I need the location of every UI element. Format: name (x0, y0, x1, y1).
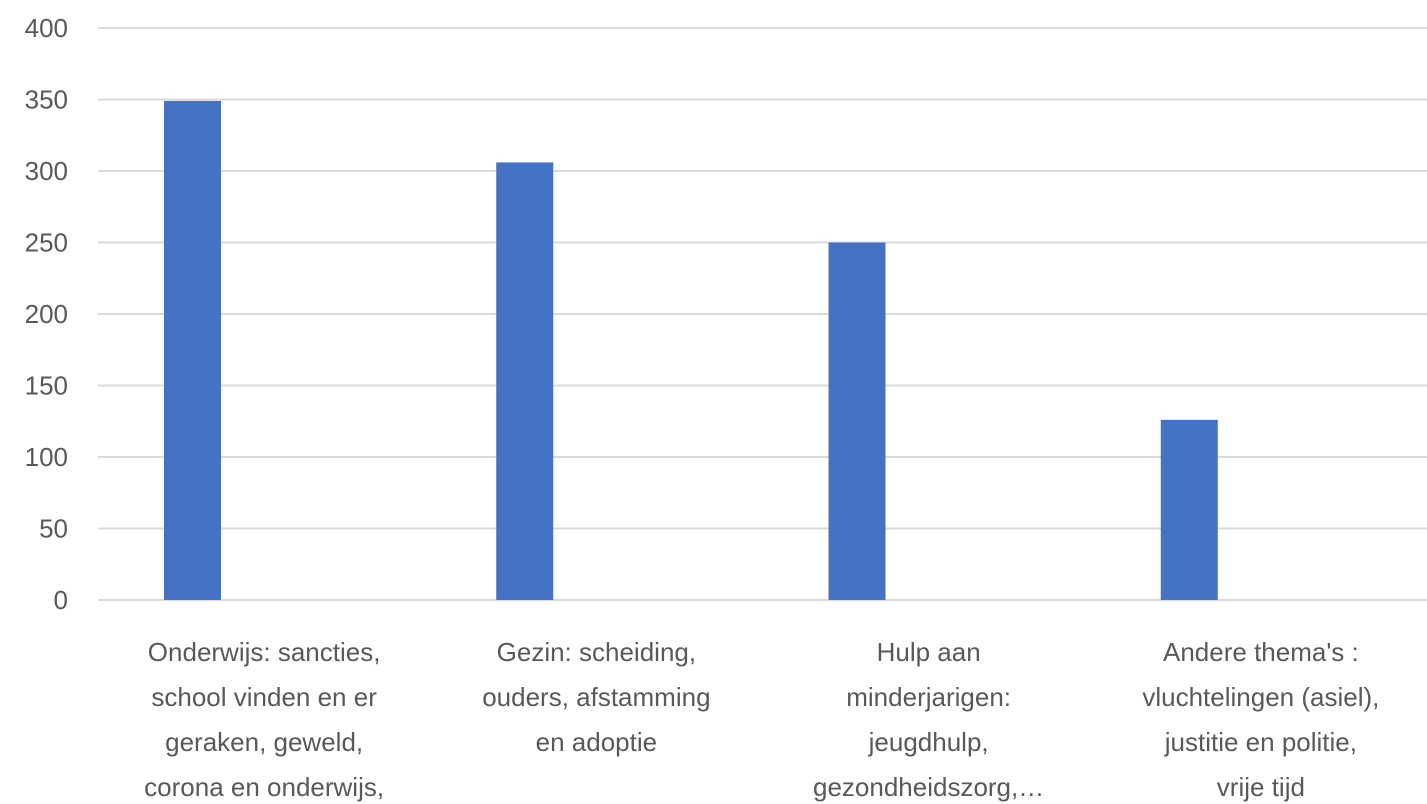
x-axis-labels: Onderwijs: sancties, school vinden en er g… (144, 637, 1379, 802)
x-category-label-line: school vinden en er (151, 682, 377, 712)
x-category-label: Onderwijs: sancties, school vinden en er g… (144, 637, 384, 802)
x-category-label-line: Andere thema's : (1163, 637, 1359, 667)
x-category-label-line: corona en onderwijs, (144, 772, 384, 802)
x-category-label-line: gezondheidszorg,… (813, 772, 1044, 802)
y-tick-label: 0 (54, 585, 68, 615)
bar-1 (164, 100, 221, 601)
y-tick-label: 150 (25, 371, 68, 401)
y-tick-label: 250 (25, 228, 68, 258)
x-category-label-line: Hulp aan (877, 637, 981, 667)
x-category-label-line: en adoptie (536, 727, 657, 757)
x-category-label: Hulp aan minderjarigen: jeugdhulp, gezondhe… (813, 637, 1044, 802)
y-tick-label: 200 (25, 299, 68, 329)
y-tick-label: 50 (39, 514, 68, 544)
bar-4 (1160, 419, 1218, 600)
x-category-label-line: vluchtelingen (asiel), (1142, 682, 1379, 712)
y-tick-label: 100 (25, 442, 68, 472)
bars (164, 100, 1218, 601)
x-category-label: Gezin: scheiding, ouders, afstamming en ad… (482, 637, 710, 757)
x-category-label-line: Onderwijs: sancties, (148, 637, 381, 667)
bar-3 (828, 242, 886, 600)
x-category-label: Andere thema's : vluchtelingen (asiel), ju… (1142, 637, 1379, 802)
x-category-label-line: justitie en politie, (1164, 727, 1357, 757)
x-category-label-line: jeugdhulp, (868, 727, 989, 757)
y-tick-label: 350 (25, 85, 68, 115)
y-tick-label: 400 (25, 13, 68, 43)
x-category-label-line: vrije tijd (1217, 772, 1305, 802)
gridlines (98, 27, 1427, 601)
y-tick-label: 300 (25, 156, 68, 186)
x-category-label-line: ouders, afstamming (482, 682, 710, 712)
y-axis-ticks: 0 50 100 150 200 250 300 350 400 (25, 13, 68, 615)
x-category-label-line: Gezin: scheiding, (497, 637, 696, 667)
x-category-label-line: minderjarigen: (846, 682, 1011, 712)
bar-2 (496, 162, 554, 601)
x-category-label-line: geraken, geweld, (165, 727, 363, 757)
